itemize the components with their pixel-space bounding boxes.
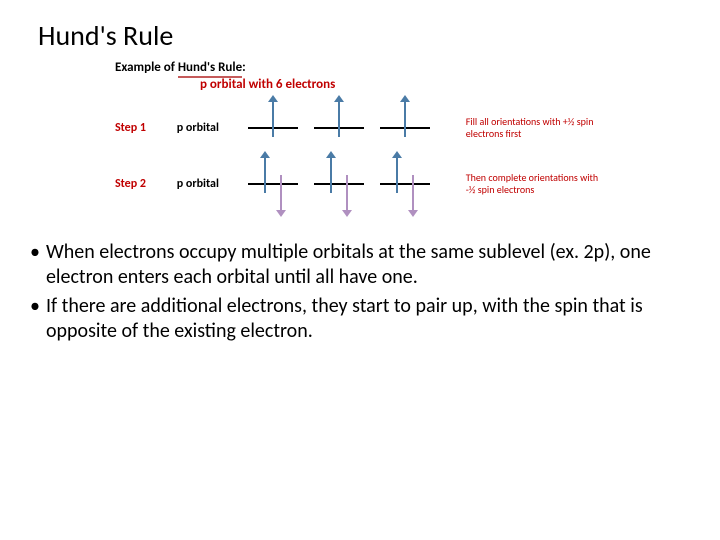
step-2-label: Step 2 xyxy=(115,177,165,191)
step-1-note: Fill all orientations with +½ spin elect… xyxy=(466,116,605,140)
bullet-marker-icon: • xyxy=(30,240,40,290)
orbital-box xyxy=(314,183,364,185)
step-2-note: Then complete orientations with -½ spin … xyxy=(466,172,605,196)
electron-arrow-up-icon xyxy=(338,101,340,137)
electron-arrow-down-icon xyxy=(412,175,414,211)
bullet-text: When electrons occupy multiple orbitals … xyxy=(46,240,690,290)
electron-arrow-up-icon xyxy=(330,157,332,193)
step-1-row: Step 1 p orbital Fill all orientations w… xyxy=(115,100,605,156)
electron-arrow-down-icon xyxy=(280,175,282,211)
hunds-rule-diagram: Example of Hund's Rule: p orbital with 6… xyxy=(115,60,605,220)
step-1-label: Step 1 xyxy=(115,121,165,135)
diagram-header-suffix: : xyxy=(242,60,246,75)
step-1-orbital-label: p orbital xyxy=(177,121,237,135)
step-2-row: Step 2 p orbital Then complete orientati… xyxy=(115,156,605,212)
electron-arrow-up-icon xyxy=(272,101,274,137)
orbital-box xyxy=(314,127,364,129)
orbital-box xyxy=(248,183,298,185)
electron-arrow-down-icon xyxy=(346,175,348,211)
bullet-item: • If there are additional electrons, the… xyxy=(30,294,690,344)
diagram-header: Example of Hund's Rule: xyxy=(115,60,605,75)
orbital-box xyxy=(248,127,298,129)
orbital-box xyxy=(380,183,430,185)
bullet-text: If there are additional electrons, they … xyxy=(46,294,690,344)
diagram-header-underlined: Hund's Rule xyxy=(178,60,242,78)
bullet-marker-icon: • xyxy=(30,294,40,344)
electron-arrow-up-icon xyxy=(264,157,266,193)
diagram-subheader: p orbital with 6 electrons xyxy=(200,77,605,92)
electron-arrow-up-icon xyxy=(404,101,406,137)
bullet-list: • When electrons occupy multiple orbital… xyxy=(30,240,690,348)
page-title: Hund's Rule xyxy=(38,18,173,53)
step-2-orbital-label: p orbital xyxy=(177,177,237,191)
bullet-item: • When electrons occupy multiple orbital… xyxy=(30,240,690,290)
diagram-header-prefix: Example of xyxy=(115,60,178,75)
electron-arrow-up-icon xyxy=(396,157,398,193)
orbital-box xyxy=(380,127,430,129)
